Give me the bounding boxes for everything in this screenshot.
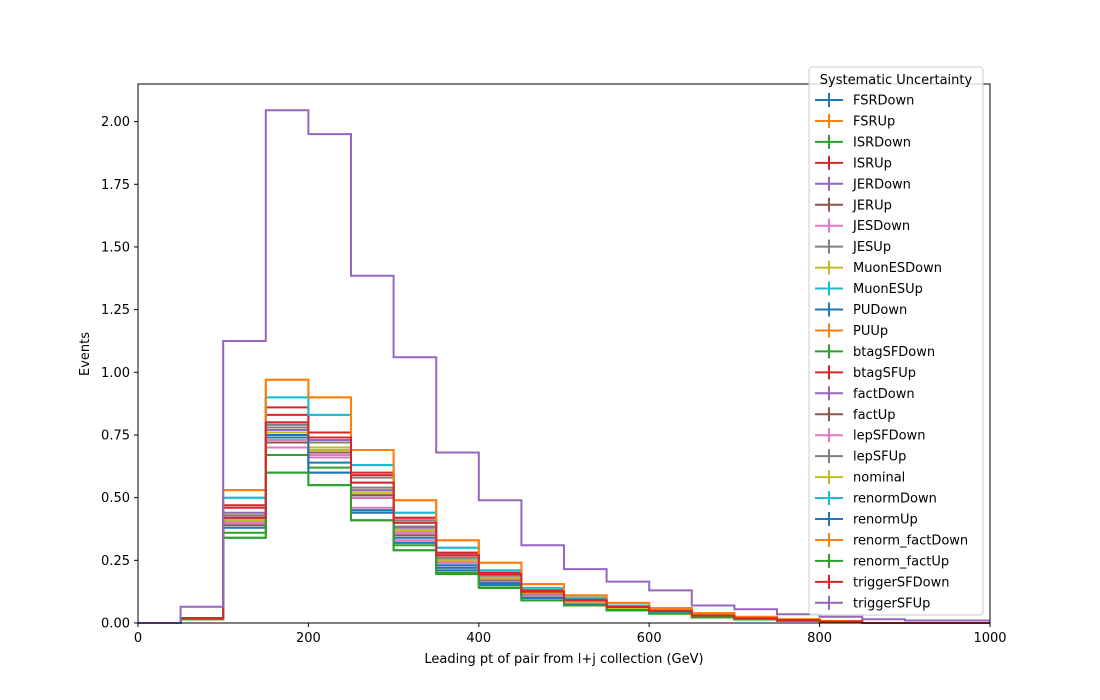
legend-entry-JERDown: JERDown (815, 176, 911, 192)
legend-entry-nominal: nominal (815, 470, 905, 486)
series-layer (138, 109, 990, 624)
legend-label: ISRUp (853, 156, 892, 171)
legend-label: JESDown (852, 219, 910, 234)
legend-entry-FSRUp: FSRUp (815, 113, 895, 129)
series-line-triggerSFUp (138, 109, 990, 624)
legend-label: FSRUp (853, 114, 895, 129)
legend-entries: FSRDown FSRUp ISRDown ISRUp JERDown JERUp JESD… (815, 93, 968, 611)
legend-entry-MuonESDown: MuonESDown (815, 260, 942, 276)
legend-label: ISRDown (853, 135, 911, 150)
x-tick-label: 1000 (973, 631, 1006, 646)
legend-label: JERUp (852, 198, 892, 213)
legend-label: PUUp (853, 324, 888, 339)
legend-entry-renorm_factUp: renorm_factUp (815, 553, 949, 569)
legend-entry-PUUp: PUUp (815, 323, 888, 339)
legend-box (808, 66, 984, 616)
legend-label: renormDown (853, 492, 937, 507)
legend-label: PUDown (853, 303, 907, 318)
legend-label: lepSFUp (853, 450, 906, 465)
y-tick-label: 0.25 (101, 554, 130, 569)
legend-label: MuonESDown (853, 261, 942, 276)
legend-entry-PUDown: PUDown (815, 302, 907, 318)
legend-label: JESUp (852, 240, 891, 255)
legend-entry-factDown: factDown (815, 386, 915, 402)
plot-frame (137, 83, 991, 624)
y-tick-label: 2.00 (101, 115, 130, 130)
y-tick-label: 0.75 (101, 428, 130, 443)
legend-entry-triggerSFDown: triggerSFDown (815, 574, 949, 590)
legend-entry-btagSFDown: btagSFDown (815, 344, 935, 360)
legend-label: btagSFDown (853, 345, 935, 360)
legend-label: factUp (853, 408, 896, 423)
legend-label: triggerSFUp (853, 596, 930, 611)
y-tick-label: 1.00 (101, 366, 130, 381)
legend-entry-JESUp: JESUp (815, 239, 891, 255)
legend-entry-renormUp: renormUp (815, 512, 918, 528)
x-axis: 0 200 400 600 800 1000 (134, 623, 1007, 646)
series-line-triggerSFDown (138, 421, 990, 624)
legend-label: nominal (853, 471, 905, 486)
legend-label: lepSFDown (853, 429, 925, 444)
legend-label: JERDown (852, 177, 911, 192)
legend-entry-FSRDown: FSRDown (815, 93, 914, 109)
legend-entry-renorm_factDown: renorm_factDown (815, 532, 968, 548)
y-axis-label: Events (78, 332, 93, 376)
legend-label: triggerSFDown (853, 575, 949, 590)
legend-entry-lepSFDown: lepSFDown (815, 428, 925, 444)
legend-entry-JESDown: JESDown (815, 218, 910, 234)
legend-entry-factUp: factUp (815, 407, 896, 423)
legend-entry-btagSFUp: btagSFUp (815, 365, 916, 381)
x-tick-label: 0 (134, 631, 142, 646)
legend-label: renormUp (853, 513, 918, 528)
x-tick-label: 200 (296, 631, 321, 646)
x-tick-label: 400 (466, 631, 491, 646)
legend-label: renorm_factDown (853, 533, 968, 548)
legend-entry-renormDown: renormDown (815, 491, 937, 507)
x-axis-label: Leading pt of pair from l+j collection (… (424, 652, 703, 667)
legend-label: MuonESUp (853, 282, 923, 297)
legend-entry-triggerSFUp: triggerSFUp (815, 595, 930, 611)
legend-entry-lepSFUp: lepSFUp (815, 449, 906, 465)
x-tick-label: 600 (637, 631, 662, 646)
y-tick-label: 1.75 (101, 178, 130, 193)
legend-label: FSRDown (853, 94, 914, 109)
legend-title: Systematic Uncertainty (820, 73, 973, 88)
legend-entry-MuonESUp: MuonESUp (815, 281, 923, 297)
legend-entry-ISRUp: ISRUp (815, 155, 892, 171)
legend-entry-JERUp: JERUp (815, 197, 892, 213)
y-tick-label: 1.50 (101, 240, 130, 255)
legend-label: btagSFUp (853, 366, 916, 381)
legend-label: factDown (853, 387, 915, 402)
y-tick-label: 1.25 (101, 303, 130, 318)
legend-label: renorm_factUp (853, 554, 949, 569)
y-axis: 0.00 0.25 0.50 0.75 1.00 1.25 1.50 1.75 2.00 (101, 115, 138, 632)
legend: Systematic Uncertainty FSRDown FSRUp ISRDo… (808, 66, 984, 616)
y-tick-label: 0.00 (101, 617, 130, 632)
x-tick-label: 800 (807, 631, 832, 646)
y-tick-label: 0.50 (101, 491, 130, 506)
legend-entry-ISRDown: ISRDown (815, 134, 911, 150)
